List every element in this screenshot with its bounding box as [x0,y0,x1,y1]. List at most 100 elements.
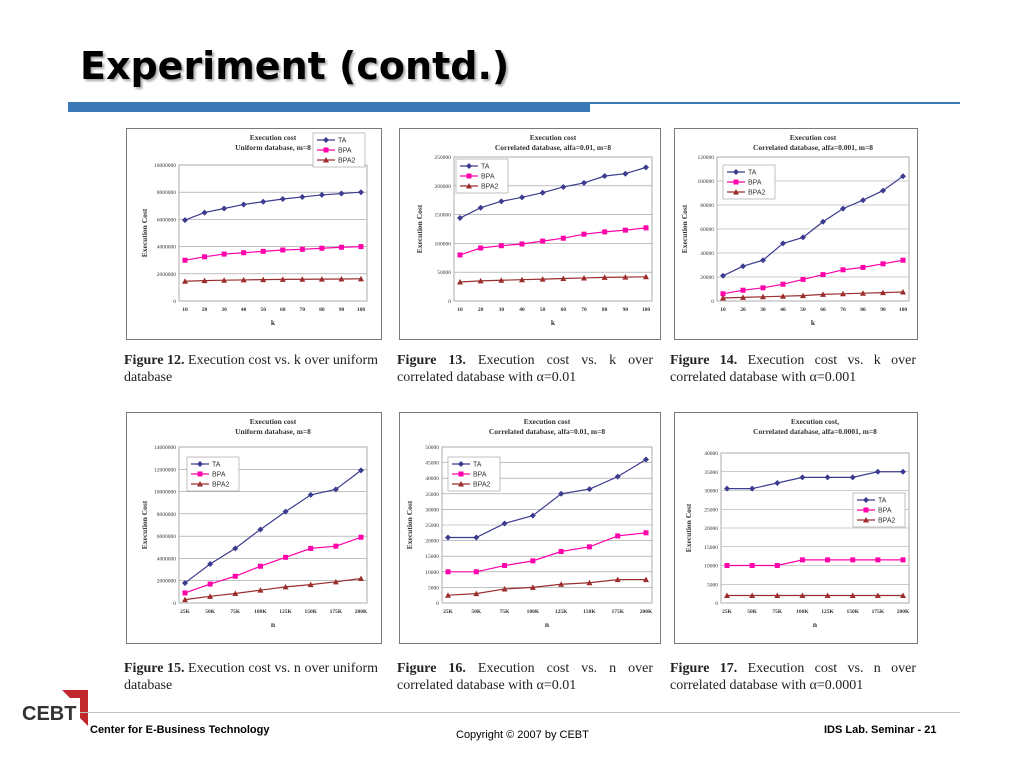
legend-marker [458,471,464,477]
y-tick-label: 20000 [425,539,439,545]
y-axis-label: Execution Cost [140,208,149,257]
x-tick-label: 80 [602,307,608,313]
chart-panel-5: Execution cost Correlated database, alfa=… [399,412,661,644]
data-point [880,289,886,296]
data-point [477,204,484,211]
data-point [643,576,649,583]
y-tick-label: 10000000 [154,163,176,169]
series-line [722,175,904,277]
data-point [740,294,746,300]
data-point [560,275,567,282]
data-point [241,250,247,256]
cebt-logo: CEBT [22,690,88,726]
y-tick-label: 250000 [435,155,452,161]
data-point [643,273,649,280]
x-tick-label: 200K [897,609,910,615]
data-point [760,285,766,291]
legend-marker [197,461,203,467]
legend-marker [733,189,739,195]
y-tick-label: 0 [711,299,714,305]
caption-fig17: Figure 17. Execution cost vs. n over cor… [670,660,916,694]
data-point [825,557,831,563]
caption-text: Execution cost vs. n over correlated dat… [397,661,654,693]
y-axis-label: Execution Cost [405,500,414,549]
data-point [780,240,786,247]
data-point [581,179,587,186]
data-point [201,209,208,216]
legend-marker [466,163,472,169]
y-tick-label: 6000000 [157,534,177,540]
data-point [799,474,806,481]
data-point [622,170,629,177]
data-point [900,557,906,563]
chart-subtitle: Correlated database, alfa=0.0001, m=8 [753,427,877,436]
series-line [448,532,647,573]
data-point [299,276,306,282]
legend-marker [863,497,869,503]
data-point [558,549,564,555]
data-point [840,267,846,273]
data-point [358,275,364,282]
data-point [586,486,593,493]
data-point [358,534,364,540]
y-tick-label: 40000 [704,451,718,457]
y-tick-label: 0 [173,299,176,305]
data-point [358,244,364,250]
series-line [184,278,362,282]
x-tick-label: 40 [241,307,247,313]
legend-marker [863,517,869,523]
data-point [332,578,339,585]
x-tick-label: 175K [330,609,343,615]
x-tick-label: 50 [540,307,546,313]
data-point [519,276,525,283]
x-tick-label: 10 [720,307,726,313]
data-point [240,201,247,208]
series-line [184,536,362,594]
series-ta [457,164,649,222]
footer-divider [80,712,960,713]
data-point [307,581,314,588]
caption-fig-label: Figure 12. [124,353,185,368]
data-point [473,590,480,597]
y-axis-label: Execution Cost [684,503,693,552]
legend-label: BPA2 [212,482,229,489]
data-point [319,245,325,251]
series-bpa [182,534,364,596]
x-tick-label: 10 [182,307,188,313]
y-tick-label: 35000 [425,492,439,498]
data-point [498,198,505,205]
chart-fig17: Execution cost,Correlated database, alfa… [684,417,910,629]
data-point [338,244,344,250]
y-tick-label: 45000 [425,461,439,467]
data-point [202,254,208,260]
caption-fig15: Figure 15. Execution cost vs. n over uni… [124,660,378,694]
x-tick-label: 150K [304,609,317,615]
chart-title: Execution cost [250,417,297,426]
y-tick-label: 50000 [425,445,439,451]
data-point [724,592,730,598]
y-tick-label: 5000 [428,585,439,591]
data-point [358,189,364,196]
series-line [722,291,904,299]
data-point [221,251,227,257]
data-point [501,585,508,592]
data-point [900,257,906,263]
y-tick-label: 40000 [700,251,714,257]
legend-marker [323,137,329,143]
data-point [799,557,805,563]
x-tick-label: 175K [872,609,885,615]
chart-panel-3: Execution cost Correlated database, alfa=… [674,128,918,340]
x-tick-label: 70 [840,307,846,313]
data-point [720,272,726,279]
series-line [184,191,362,221]
legend: TA BPA BPA2 [852,492,906,528]
data-point [622,274,629,280]
data-point [257,563,263,569]
y-tick-label: 0 [173,601,176,607]
y-tick-label: 40000 [425,476,439,482]
series-line [459,276,647,283]
chart-panel-2: Execution cost Correlated database, alfa=… [399,128,661,340]
data-point [581,231,587,237]
